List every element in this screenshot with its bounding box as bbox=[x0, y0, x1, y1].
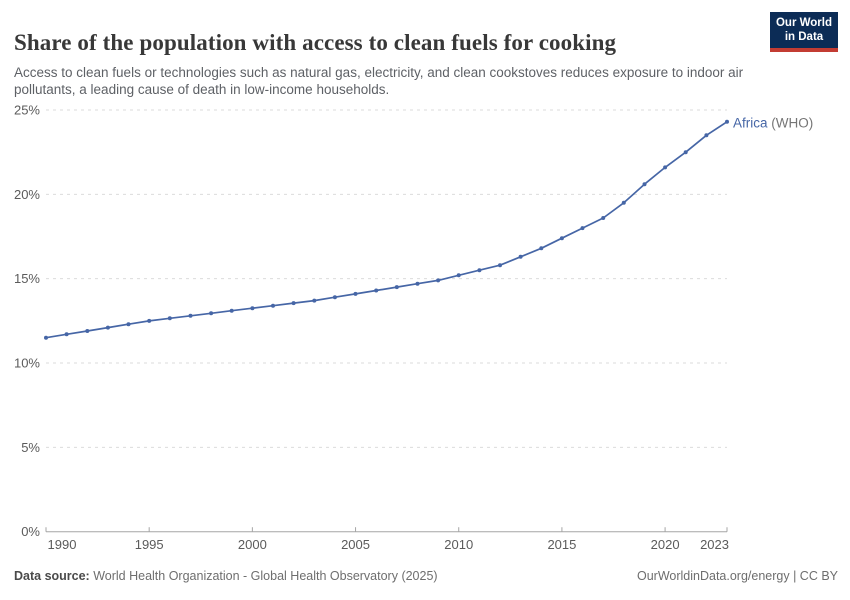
chart-title: Share of the population with access to c… bbox=[14, 30, 617, 56]
data-point[interactable] bbox=[167, 316, 172, 321]
data-point[interactable] bbox=[663, 165, 668, 170]
chart-subtitle: Access to clean fuels or technologies su… bbox=[14, 64, 744, 98]
x-tick-label: 2005 bbox=[341, 537, 370, 552]
data-point[interactable] bbox=[559, 236, 564, 241]
data-point[interactable] bbox=[642, 182, 647, 187]
x-tick-label: 2015 bbox=[547, 537, 576, 552]
data-point[interactable] bbox=[44, 335, 48, 340]
data-source-label: Data source: bbox=[14, 569, 90, 583]
data-point[interactable] bbox=[64, 332, 69, 337]
data-point[interactable] bbox=[126, 322, 131, 327]
y-tick-label: 15% bbox=[14, 271, 40, 286]
data-point[interactable] bbox=[601, 216, 606, 220]
data-line[interactable] bbox=[45, 120, 728, 339]
data-point[interactable] bbox=[353, 291, 358, 296]
data-point[interactable] bbox=[332, 295, 337, 300]
series-source-label: (WHO) bbox=[768, 115, 814, 130]
data-point[interactable] bbox=[209, 311, 214, 316]
data-point[interactable] bbox=[188, 313, 193, 318]
data-point[interactable] bbox=[683, 150, 688, 155]
data-point[interactable] bbox=[291, 301, 296, 306]
data-point[interactable] bbox=[312, 298, 317, 303]
data-point[interactable] bbox=[415, 281, 420, 286]
data-point[interactable] bbox=[374, 288, 379, 293]
x-tick-label: 2000 bbox=[238, 537, 267, 552]
x-tick-label: 2023 bbox=[700, 537, 729, 552]
data-point[interactable] bbox=[621, 200, 626, 205]
data-source-text: Data source: World Health Organization -… bbox=[14, 569, 438, 583]
y-tick-label: 5% bbox=[21, 440, 40, 455]
series-end-label: Africa (WHO) bbox=[733, 115, 813, 130]
data-point[interactable] bbox=[229, 308, 234, 313]
owid-logo-line1: Our World bbox=[775, 16, 832, 29]
data-point[interactable] bbox=[105, 325, 110, 330]
data-source-value: World Health Organization - Global Healt… bbox=[89, 569, 438, 583]
data-point[interactable] bbox=[704, 133, 709, 138]
data-point[interactable] bbox=[436, 278, 441, 283]
y-tick-label: 20% bbox=[14, 187, 40, 202]
series-entity-label: Africa bbox=[733, 115, 768, 130]
data-point[interactable] bbox=[271, 303, 275, 308]
x-tick-label: 1990 bbox=[48, 537, 77, 552]
x-tick-label: 2010 bbox=[444, 537, 473, 552]
data-point[interactable] bbox=[580, 226, 585, 231]
data-point[interactable] bbox=[250, 306, 255, 311]
owid-logo-line2: in Data bbox=[784, 31, 824, 43]
data-point[interactable] bbox=[394, 285, 399, 290]
data-point[interactable] bbox=[498, 263, 502, 268]
owid-logo[interactable]: Our World in Data bbox=[770, 12, 838, 52]
data-point[interactable] bbox=[147, 318, 152, 323]
data-point[interactable] bbox=[518, 254, 523, 259]
data-point[interactable] bbox=[456, 273, 461, 278]
x-tick-label: 2020 bbox=[651, 537, 680, 552]
y-tick-label: 0% bbox=[21, 524, 40, 539]
data-point[interactable] bbox=[725, 119, 729, 124]
data-point[interactable] bbox=[539, 246, 544, 251]
data-point[interactable] bbox=[477, 268, 482, 273]
credit-link[interactable]: OurWorldinData.org/energy | CC BY bbox=[636, 569, 838, 583]
x-tick-label: 1995 bbox=[135, 537, 164, 552]
y-tick-label: 25% bbox=[14, 103, 40, 118]
data-point[interactable] bbox=[85, 329, 90, 333]
y-tick-label: 10% bbox=[14, 356, 40, 371]
